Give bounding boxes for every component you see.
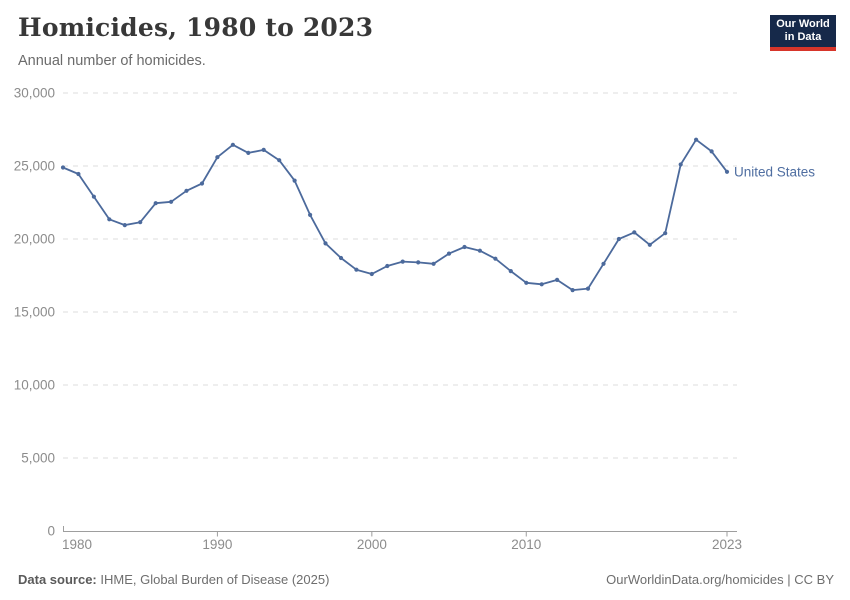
data-point-2003[interactable] bbox=[416, 260, 421, 265]
data-point-2020[interactable] bbox=[678, 162, 683, 167]
y-tick-label: 15,000 bbox=[14, 305, 55, 320]
data-source-text: IHME, Global Burden of Disease (2025) bbox=[96, 572, 330, 587]
data-point-1991[interactable] bbox=[230, 142, 235, 147]
data-point-1994[interactable] bbox=[277, 158, 282, 163]
x-tick-label: 2000 bbox=[357, 537, 387, 552]
data-point-2015[interactable] bbox=[601, 261, 606, 266]
y-tick-label: 0 bbox=[47, 524, 55, 539]
x-tick-label: 1990 bbox=[202, 537, 232, 552]
data-point-1987[interactable] bbox=[169, 199, 174, 204]
data-point-1989[interactable] bbox=[199, 181, 205, 186]
data-point-2009[interactable] bbox=[508, 269, 513, 274]
data-point-2014[interactable] bbox=[585, 286, 591, 291]
data-point-1986[interactable] bbox=[153, 201, 158, 206]
data-point-1995[interactable] bbox=[292, 178, 297, 183]
data-point-2006[interactable] bbox=[462, 244, 467, 250]
data-point-2017[interactable] bbox=[632, 230, 637, 235]
data-point-2004[interactable] bbox=[431, 261, 436, 266]
data-point-2018[interactable] bbox=[647, 242, 652, 247]
data-point-1980[interactable] bbox=[60, 165, 66, 170]
credit-link[interactable]: OurWorldinData.org/homicides | CC BY bbox=[606, 572, 834, 587]
y-tick-label: 30,000 bbox=[14, 86, 55, 101]
data-point-1984[interactable] bbox=[122, 223, 127, 228]
owid-logo-line1: Our World bbox=[776, 18, 830, 30]
chart-footer: Data source: IHME, Global Burden of Dise… bbox=[18, 572, 834, 587]
owid-logo: Our World in Data bbox=[770, 15, 836, 51]
x-tick-label: 1980 bbox=[62, 537, 92, 552]
data-source: Data source: IHME, Global Burden of Dise… bbox=[18, 572, 329, 587]
data-point-2010[interactable] bbox=[524, 280, 529, 285]
x-tick-label: 2023 bbox=[712, 537, 742, 552]
data-point-2012[interactable] bbox=[555, 277, 560, 282]
data-point-1997[interactable] bbox=[323, 241, 328, 246]
data-point-1983[interactable] bbox=[107, 217, 112, 222]
data-point-2002[interactable] bbox=[400, 259, 405, 264]
data-point-1992[interactable] bbox=[246, 150, 251, 155]
data-point-1996[interactable] bbox=[308, 212, 313, 217]
y-tick-label: 25,000 bbox=[14, 159, 55, 174]
data-point-2000[interactable] bbox=[369, 271, 374, 277]
data-point-1985[interactable] bbox=[138, 220, 143, 225]
y-tick-label: 10,000 bbox=[14, 378, 55, 393]
y-tick-label: 5,000 bbox=[21, 451, 55, 466]
data-point-1998[interactable] bbox=[338, 255, 344, 261]
data-point-2005[interactable] bbox=[446, 251, 452, 256]
data-point-2011[interactable] bbox=[539, 282, 544, 287]
data-point-2019[interactable] bbox=[663, 231, 668, 236]
data-point-1982[interactable] bbox=[91, 194, 96, 199]
series-line-united-states[interactable] bbox=[62, 138, 728, 292]
data-point-2021[interactable] bbox=[694, 137, 699, 142]
x-tick-label: 2010 bbox=[511, 537, 541, 552]
data-source-label: Data source: bbox=[18, 572, 97, 587]
data-point-2023[interactable] bbox=[724, 169, 730, 174]
data-point-1990[interactable] bbox=[215, 155, 220, 160]
data-point-2007[interactable] bbox=[477, 248, 482, 253]
data-point-2013[interactable] bbox=[570, 288, 575, 293]
data-point-1981[interactable] bbox=[76, 171, 81, 177]
chart-subtitle: Annual number of homicides. bbox=[18, 53, 206, 69]
series-label-united-states[interactable]: United States bbox=[734, 164, 815, 179]
page-title: Homicides, 1980 to 2023 bbox=[18, 13, 374, 42]
data-point-1999[interactable] bbox=[354, 267, 359, 272]
data-point-1988[interactable] bbox=[184, 188, 189, 193]
data-point-2001[interactable] bbox=[385, 263, 390, 269]
data-point-2016[interactable] bbox=[616, 236, 622, 242]
data-point-2008[interactable] bbox=[493, 256, 498, 261]
data-point-1993[interactable] bbox=[261, 147, 266, 152]
y-tick-label: 20,000 bbox=[14, 232, 55, 247]
data-point-2022[interactable] bbox=[709, 149, 714, 154]
owid-logo-line2: in Data bbox=[784, 31, 822, 43]
